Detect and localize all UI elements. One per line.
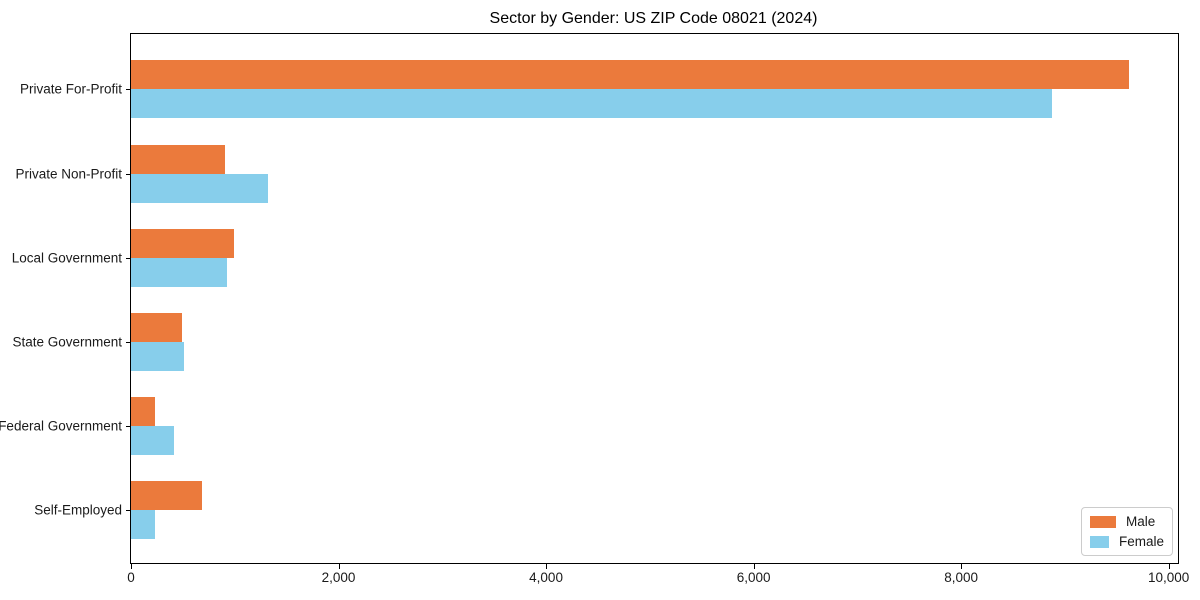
- y-axis-tick: [126, 426, 130, 428]
- bar-male-3: [131, 228, 235, 258]
- x-axis-tick-label: 8,000: [944, 570, 979, 585]
- x-axis-tick-label: 10,000: [1148, 570, 1190, 585]
- legend-label-male: Male: [1126, 514, 1156, 529]
- bar-female-1: [131, 89, 1052, 119]
- y-axis-category-label: Local Government: [11, 250, 122, 266]
- x-axis-tick: [338, 564, 340, 569]
- bar-female-3: [131, 257, 227, 287]
- bar-male-2: [131, 144, 226, 174]
- x-axis-tick-label: 6,000: [736, 570, 771, 585]
- y-axis-category-label: State Government: [12, 334, 122, 350]
- y-axis-category-label: Federal Government: [0, 418, 122, 434]
- legend-swatch-female: [1090, 535, 1109, 548]
- bar-male-5: [131, 397, 156, 427]
- bar-female-5: [131, 426, 174, 456]
- bar-male-1: [131, 60, 1129, 90]
- y-axis-category-label: Private For-Profit: [19, 81, 122, 97]
- legend-item-male: Male: [1090, 514, 1164, 529]
- x-axis-tick: [1168, 564, 1170, 569]
- x-axis-tick: [961, 564, 963, 569]
- x-axis-tick-label: 4,000: [529, 570, 563, 585]
- bar-male-4: [131, 312, 183, 342]
- legend-item-female: Female: [1090, 534, 1164, 549]
- y-axis-tick: [126, 341, 130, 343]
- y-axis-tick: [126, 173, 130, 175]
- x-axis-tick-label: 0: [127, 570, 135, 585]
- bar-female-4: [131, 341, 185, 371]
- y-axis-tick: [126, 89, 130, 91]
- x-axis-tick: [753, 564, 755, 569]
- bar-female-6: [131, 510, 155, 540]
- legend-swatch-male: [1090, 515, 1116, 528]
- y-axis-category-label: Self-Employed: [34, 502, 122, 518]
- y-axis-category-label: Private Non-Profit: [15, 166, 122, 181]
- legend-label-female: Female: [1118, 534, 1164, 549]
- chart-title: Sector by Gender: US ZIP Code 08021 (202…: [489, 10, 818, 27]
- y-axis-tick: [126, 257, 130, 259]
- legend: Male Female: [1081, 507, 1173, 556]
- y-axis-tick: [126, 510, 130, 512]
- bar-male-6: [131, 481, 203, 511]
- x-axis-tick-label: 2,000: [321, 570, 356, 585]
- x-axis-tick: [131, 564, 132, 569]
- x-axis-tick: [546, 564, 548, 569]
- plot-area: Male Female Private For-Profit Private No…: [0, 33, 1189, 585]
- bar-female-2: [131, 173, 268, 203]
